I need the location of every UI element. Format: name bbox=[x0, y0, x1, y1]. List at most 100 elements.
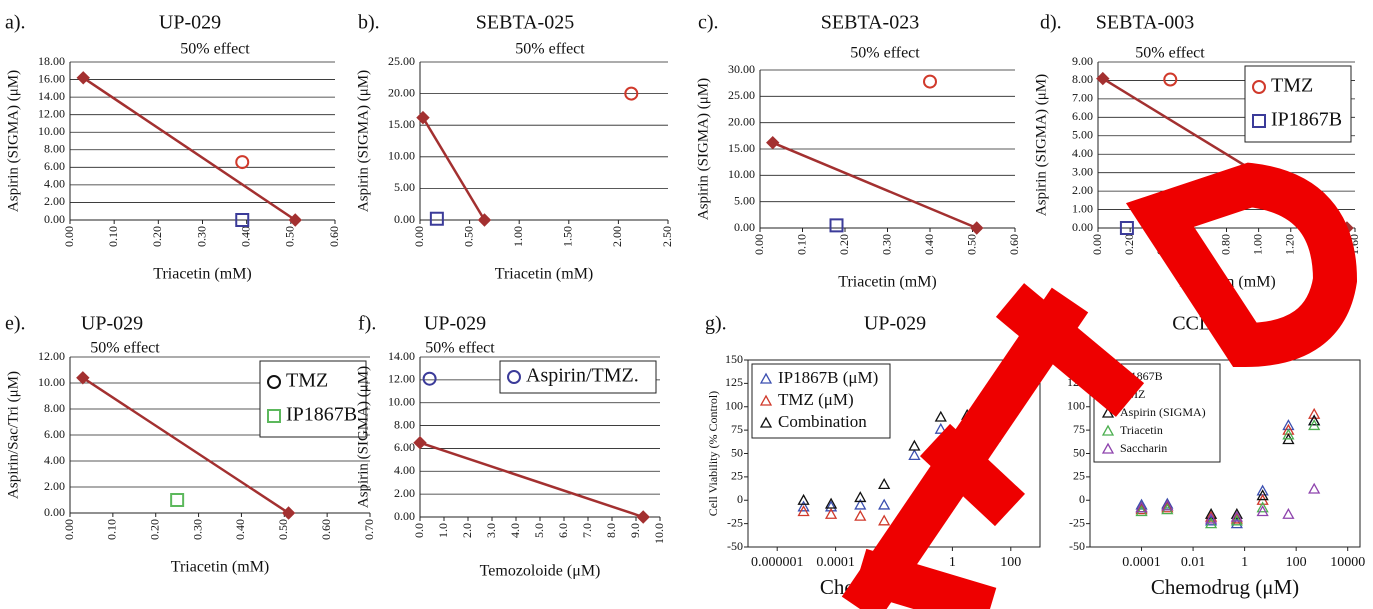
y-tick-label: -50 bbox=[727, 539, 743, 553]
point bbox=[1096, 71, 1110, 86]
stamp-e-arm bbox=[995, 283, 1145, 417]
point bbox=[413, 436, 427, 450]
y-tick-label: 5.00 bbox=[394, 180, 415, 194]
series-line bbox=[82, 76, 296, 222]
series-line bbox=[772, 141, 978, 230]
x-tick-label: 0.60 bbox=[1007, 234, 1021, 255]
panel-label: c). bbox=[698, 12, 719, 34]
x-tick-label: 0.20 bbox=[150, 226, 164, 247]
y-tick-label: 125 bbox=[725, 375, 743, 389]
legend-label: TMZ (μM) bbox=[778, 390, 854, 409]
x-tick-label: 0.50 bbox=[276, 519, 290, 540]
legend-box bbox=[751, 363, 891, 439]
point bbox=[76, 71, 90, 85]
point bbox=[854, 491, 867, 503]
x-tick-label: 9.0 bbox=[628, 523, 642, 538]
x-axis-label: Triacetin (mM) bbox=[495, 266, 594, 283]
x-tick-label: 0.30 bbox=[194, 226, 208, 247]
x-tick-label: 8.0 bbox=[604, 523, 618, 538]
y-tick-label: 6.00 bbox=[44, 159, 65, 173]
y-tick-label: 1.00 bbox=[1072, 201, 1093, 215]
legend-symbol bbox=[759, 394, 773, 406]
stamp-e-arm bbox=[853, 548, 997, 609]
y-tick-label: 0.00 bbox=[394, 509, 415, 523]
y-tick-label: 4.00 bbox=[1072, 146, 1093, 160]
y-tick-label: 25 bbox=[731, 469, 743, 483]
y-tick-label: 25.00 bbox=[728, 88, 755, 102]
x-axis-label: Temozoloide (μM) bbox=[480, 563, 601, 580]
chart-title: SEBTA-025 bbox=[476, 12, 574, 34]
point bbox=[797, 500, 810, 512]
point bbox=[636, 510, 650, 524]
point bbox=[1204, 514, 1218, 526]
y-tick-label: 0.00 bbox=[734, 220, 755, 234]
legend-symbol bbox=[1252, 80, 1266, 94]
chart-subtitle: 50% effect bbox=[1135, 45, 1205, 62]
x-tick-label: 7.0 bbox=[580, 523, 594, 538]
point bbox=[1135, 501, 1148, 513]
point bbox=[908, 439, 921, 451]
point bbox=[1230, 507, 1243, 519]
y-tick-label: 12.00 bbox=[38, 106, 65, 120]
x-tick-label: 0.50 bbox=[283, 226, 297, 247]
legend-label: Triacetin bbox=[1120, 423, 1163, 437]
point bbox=[854, 498, 867, 510]
point bbox=[235, 155, 250, 170]
y-tick-label: 100 bbox=[725, 399, 743, 413]
point bbox=[1308, 482, 1321, 494]
y-tick-label: 15.00 bbox=[388, 117, 415, 131]
x-tick-label: 0.40 bbox=[233, 519, 247, 540]
panel-label: a). bbox=[5, 12, 26, 34]
y-tick-label: 20.00 bbox=[388, 85, 415, 99]
point bbox=[416, 110, 430, 125]
point bbox=[1135, 498, 1148, 510]
x-tick-label: 0.30 bbox=[190, 519, 204, 540]
y-tick-label: 0 bbox=[1079, 492, 1085, 506]
x-tick-label: 0.20 bbox=[837, 234, 851, 255]
y-tick-label: 12.00 bbox=[38, 349, 65, 363]
point bbox=[1230, 510, 1243, 522]
y-tick-label: 10.00 bbox=[38, 124, 65, 138]
x-tick-label: 10.0 bbox=[652, 523, 666, 544]
point bbox=[1282, 428, 1295, 440]
y-tick-label: 16.00 bbox=[38, 71, 65, 85]
plot-frame bbox=[1089, 359, 1361, 548]
x-tick-label: 4.0 bbox=[508, 523, 522, 538]
y-axis-label: Aspirin (SIGMA) (μM) bbox=[355, 366, 371, 508]
y-tick-label: 0.00 bbox=[44, 212, 65, 226]
x-tick-label: 1.00 bbox=[1250, 234, 1264, 255]
y-tick-label: 10.00 bbox=[38, 375, 65, 389]
point bbox=[288, 213, 302, 227]
y-tick-label: 10.00 bbox=[728, 167, 755, 181]
legend-label: IP1867B bbox=[286, 404, 357, 426]
y-tick-label: 0.00 bbox=[394, 212, 415, 226]
y-tick-label: 50 bbox=[731, 445, 743, 459]
y-tick-label: -25 bbox=[1069, 515, 1085, 529]
y-tick-label: 50 bbox=[1073, 445, 1085, 459]
legend-label: TMZ bbox=[1271, 75, 1313, 97]
y-tick-label: 100 bbox=[1067, 399, 1085, 413]
x-tick-label: 2.0 bbox=[460, 523, 474, 538]
chart-title: SEBTA-003 bbox=[1096, 12, 1194, 34]
x-tick-label: 0.10 bbox=[105, 519, 119, 540]
x-tick-label: 0.40 bbox=[922, 234, 936, 255]
x-tick-label: 1.00 bbox=[511, 226, 525, 247]
x-tick-label: 0.00 bbox=[62, 226, 76, 247]
point bbox=[1161, 499, 1174, 511]
legend-label: TMZ bbox=[286, 370, 328, 392]
y-axis-label: Aspirin/Sac/Tri (μM) bbox=[5, 371, 21, 499]
x-tick-label: 5.0 bbox=[532, 523, 546, 538]
point bbox=[824, 507, 838, 519]
y-tick-label: 4.00 bbox=[44, 453, 65, 467]
y-tick-label: 14.00 bbox=[38, 89, 65, 103]
legend-label: IP1867B bbox=[1271, 109, 1342, 131]
x-tick-label: 0.30 bbox=[879, 234, 893, 255]
point bbox=[878, 498, 891, 510]
chart-title: UP-029 bbox=[864, 313, 926, 335]
y-tick-label: 75 bbox=[731, 422, 743, 436]
y-tick-label: 0.00 bbox=[1072, 220, 1093, 234]
point bbox=[970, 221, 984, 235]
y-tick-label: 2.00 bbox=[44, 194, 65, 208]
y-tick-label: 6.00 bbox=[44, 427, 65, 441]
legend-symbol bbox=[267, 409, 281, 423]
